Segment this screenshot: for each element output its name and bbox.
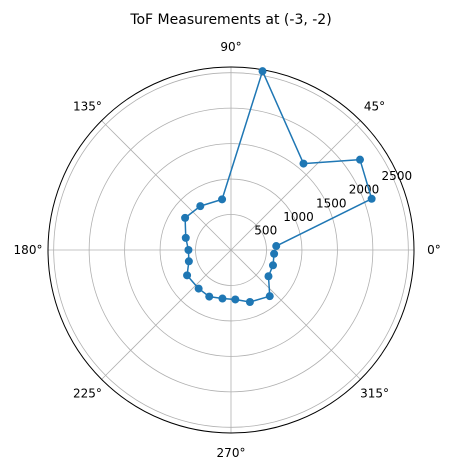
angle-gridline-135 — [102, 121, 231, 250]
data-point-11 — [183, 271, 191, 279]
data-point-4 — [259, 67, 267, 75]
data-point-5 — [218, 195, 226, 203]
radial-tick-label-500: 500 — [254, 223, 277, 237]
data-point-13 — [205, 293, 213, 301]
angle-gridline-225 — [102, 250, 231, 379]
data-point-12 — [195, 285, 203, 293]
chart-title: ToF Measurements at (-3, -2) — [129, 12, 331, 28]
angle-tick-label-135: 135° — [73, 99, 102, 113]
radial-tick-label-2500: 2500 — [382, 169, 413, 183]
data-point-15 — [231, 295, 239, 303]
angle-tick-label-315: 315° — [360, 387, 389, 401]
radial-tick-label-1000: 1000 — [283, 210, 314, 224]
angle-tick-label-225: 225° — [73, 387, 102, 401]
data-point-6 — [196, 202, 204, 210]
data-point-8 — [182, 234, 190, 242]
data-point-19 — [269, 261, 277, 269]
angle-gridline-315 — [231, 250, 360, 379]
data-point-17 — [266, 292, 274, 300]
data-point-2 — [356, 156, 364, 164]
data-point-1 — [368, 195, 376, 203]
radial-tick-label-1500: 1500 — [316, 196, 347, 210]
data-point-9 — [184, 246, 192, 254]
angle-tick-label-45: 45° — [364, 99, 385, 113]
data-point-18 — [264, 272, 272, 280]
data-point-10 — [185, 257, 193, 265]
polar-grid — [48, 67, 414, 433]
angle-tick-label-180: 180° — [14, 243, 43, 257]
radial-tick-label-2000: 2000 — [349, 183, 380, 197]
data-point-16 — [246, 298, 254, 306]
data-point-3 — [299, 160, 307, 168]
data-point-20 — [270, 250, 278, 258]
angle-tick-label-90: 90° — [220, 40, 241, 54]
data-point-0 — [272, 242, 280, 250]
angle-tick-label-270: 270° — [217, 446, 246, 460]
angle-tick-label-0: 0° — [427, 243, 441, 257]
data-point-7 — [181, 214, 189, 222]
angle-gridline-45 — [231, 121, 360, 250]
data-point-14 — [218, 295, 226, 303]
